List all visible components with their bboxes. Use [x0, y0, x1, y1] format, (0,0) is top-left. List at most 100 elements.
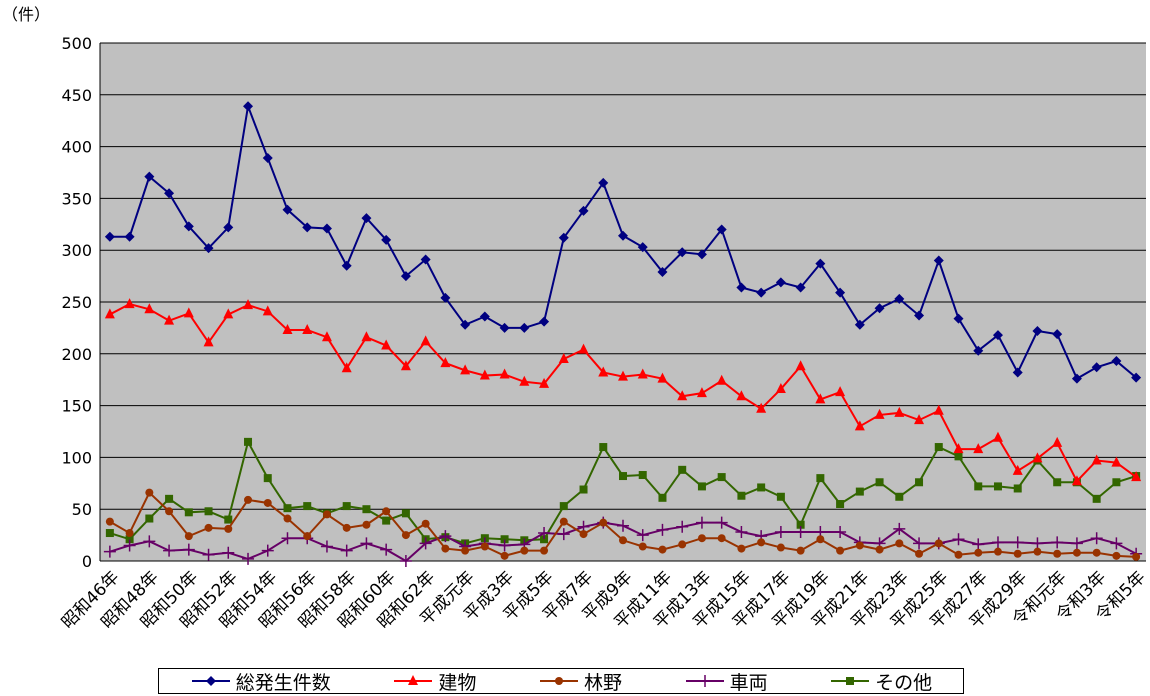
data-point [341, 260, 352, 271]
data-point [974, 548, 983, 557]
legend-swatch [539, 677, 578, 685]
data-point [144, 303, 155, 314]
data-point [835, 287, 846, 298]
data-point [263, 474, 272, 483]
data-point [815, 258, 826, 269]
data-point [400, 360, 411, 371]
y-tick-label: 150 [61, 397, 92, 416]
data-point [599, 443, 608, 452]
data-point [362, 505, 371, 514]
y-tick-label: 500 [61, 34, 92, 53]
data-point [756, 287, 767, 298]
data-point [342, 523, 351, 532]
data-point [1071, 475, 1082, 486]
data-point [757, 483, 766, 492]
data-point [440, 292, 451, 303]
data-point [105, 529, 114, 538]
data-point [223, 222, 234, 233]
series-林野 [105, 488, 1141, 561]
data-point [520, 546, 529, 555]
data-point [321, 223, 332, 234]
data-point [796, 520, 805, 529]
data-point [775, 277, 786, 288]
data-point [341, 362, 352, 373]
data-point [322, 510, 331, 519]
data-point [540, 546, 549, 555]
series-建物 [104, 298, 1142, 486]
data-point [578, 343, 589, 354]
data-point [1033, 547, 1042, 556]
data-point [1052, 436, 1063, 447]
data-point [638, 542, 647, 551]
data-point [953, 313, 964, 324]
data-point [579, 530, 588, 539]
data-point [479, 369, 490, 380]
data-point [1012, 367, 1023, 378]
data-point [893, 522, 906, 535]
legend-label: その他 [875, 671, 933, 694]
legend-swatch [394, 675, 433, 685]
data-point [816, 535, 825, 544]
data-point [1031, 537, 1044, 550]
data-point [914, 310, 925, 321]
data-point [697, 482, 706, 491]
data-point [874, 408, 885, 419]
data-point [498, 539, 511, 552]
data-point [1072, 548, 1081, 557]
data-point [1091, 454, 1102, 465]
data-point [992, 431, 1003, 442]
data-point [953, 443, 964, 454]
data-point [954, 550, 963, 559]
data-point [1131, 471, 1142, 482]
data-point [500, 535, 509, 544]
data-point [1111, 456, 1122, 467]
gridlines [99, 42, 1146, 562]
data-point [676, 520, 689, 533]
data-point [381, 339, 392, 350]
data-point [340, 544, 353, 557]
data-point [123, 539, 136, 552]
data-point [619, 536, 627, 545]
data-point [855, 541, 864, 550]
legend-marker [554, 677, 563, 685]
data-point [203, 243, 214, 254]
data-point [125, 535, 134, 544]
data-point [913, 537, 926, 550]
data-point [1013, 484, 1022, 493]
data-point [224, 524, 233, 533]
legend-item: 建物 [392, 668, 476, 695]
data-point [1111, 356, 1122, 367]
data-point [184, 532, 193, 541]
data-point [401, 531, 410, 540]
data-point [303, 532, 312, 541]
data-point [382, 507, 391, 516]
y-tick-label: 350 [61, 189, 92, 208]
data-point [855, 487, 864, 496]
data-point [579, 485, 588, 494]
data-point [993, 482, 1002, 491]
data-point [183, 307, 194, 318]
data-point [637, 242, 648, 253]
data-point [933, 404, 944, 415]
legend-item: その他 [829, 668, 932, 695]
data-point [737, 544, 746, 553]
data-point [557, 528, 570, 541]
data-point [183, 221, 194, 232]
data-point [657, 372, 668, 383]
data-point [933, 255, 944, 266]
data-point [1092, 494, 1101, 503]
data-point [261, 544, 274, 557]
data-point [637, 368, 648, 379]
data-point [144, 171, 155, 182]
data-point [540, 535, 549, 544]
data-point [735, 525, 748, 538]
data-point [1112, 478, 1121, 487]
data-point [697, 534, 706, 543]
legend-swatch [191, 676, 230, 686]
data-point [165, 507, 174, 516]
data-point [460, 364, 471, 375]
data-point [461, 546, 470, 555]
data-point [143, 535, 156, 548]
data-point [716, 374, 727, 385]
data-point [421, 519, 430, 528]
